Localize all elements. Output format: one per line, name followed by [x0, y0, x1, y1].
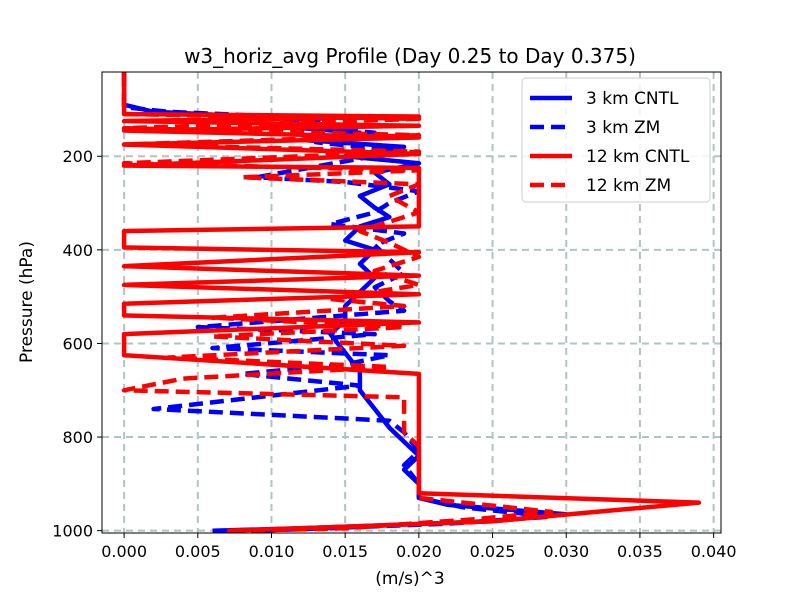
x-tick-label: 0.030 — [543, 542, 589, 561]
legend-frame — [521, 77, 711, 203]
legend-label-3-km-zm: 3 km ZM — [586, 118, 660, 138]
x-tick-label: 0.010 — [249, 542, 295, 561]
y-tick-label: 200 — [62, 147, 93, 166]
axis-ticks: 0.000 0.005 0.010 0.015 0.020 0.025 0.030 0.035… — [52, 147, 736, 561]
chart-title: w3_horiz_avg Profile (Day 0.25 to Day 0.… — [184, 44, 636, 68]
x-tick-label: 0.020 — [396, 542, 442, 561]
x-tick-label: 0.040 — [691, 542, 737, 561]
y-tick-label: 800 — [62, 428, 93, 447]
legend: 3 km CNTL 3 km ZM 12 km CNTL 12 km ZM — [521, 77, 711, 203]
x-axis-label: (m/s)^3 — [375, 569, 444, 589]
legend-label-12-km-cntl: 12 km CNTL — [586, 147, 690, 167]
series-line-3-km-zm — [121, 72, 554, 533]
plot-frame — [101, 71, 722, 534]
plot-series — [121, 72, 702, 533]
legend-label-12-km-zm: 12 km ZM — [586, 176, 671, 196]
y-axis-label: Pressure (hPa) — [17, 241, 37, 363]
x-tick-label: 0.035 — [617, 542, 663, 561]
y-tick-label: 400 — [62, 241, 93, 260]
y-tick-label: 1000 — [52, 522, 93, 541]
series-group — [121, 72, 702, 533]
x-tick-label: 0.025 — [470, 542, 516, 561]
legend-label-3-km-cntl: 3 km CNTL — [586, 89, 679, 109]
x-tick-label: 0.000 — [101, 542, 147, 561]
x-tick-label: 0.015 — [322, 542, 368, 561]
series-line-12-km-cntl — [121, 72, 702, 533]
x-tick-label: 0.005 — [175, 542, 221, 561]
y-tick-label: 600 — [62, 334, 93, 353]
